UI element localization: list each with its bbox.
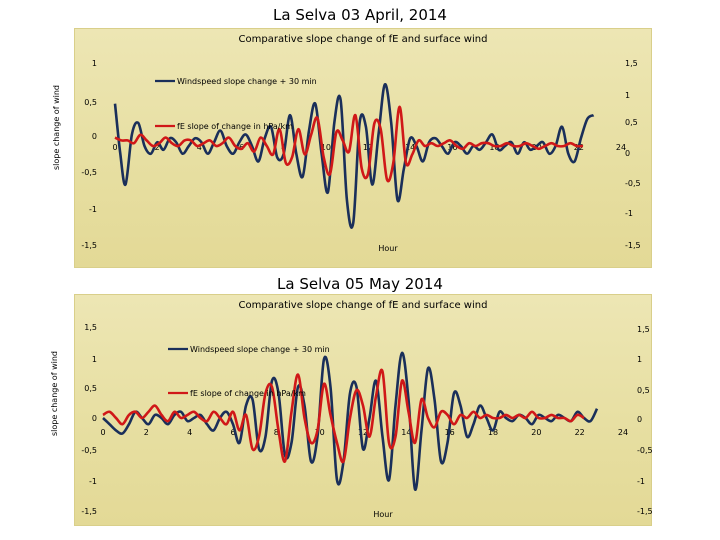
y-tick-label-right: 1 (625, 91, 630, 100)
y-tick-label-left: -1 (89, 205, 97, 214)
y-tick-label-left: 1 (92, 355, 97, 364)
chart-svg-top: 10,50-0,5-1-1,51,510,50-0,5-1-1,50 2 4 6 8 10… (81, 59, 641, 253)
y-tick-label-right: 0,5 (637, 386, 650, 395)
y-tick-label-left: -0,5 (81, 446, 97, 455)
y-tick-label-left: -1,5 (81, 241, 97, 250)
chart-title: Comparative slope change of fE and surfa… (238, 34, 488, 45)
chart-panel-bottom: Comparative slope change of fE and surfa… (74, 294, 653, 526)
chart-svg-bottom: 1,510,50-0,5-1-1,51,510,50-0,5-1-1,50 2 4 6… (81, 323, 653, 519)
x-tick-label: 10 (315, 428, 325, 437)
x-tick-label: 18 (489, 143, 499, 152)
y-tick-label-right: 1 (637, 355, 642, 364)
y-tick-label-left: -1 (89, 477, 97, 486)
slide-title-bottom: La Selva 05 May 2014 (277, 275, 443, 293)
x-tick-label: 14 (401, 428, 411, 437)
x-tick-label: 22 (575, 428, 585, 437)
y-tick-label-left: 1 (92, 59, 97, 68)
x-tick-label: 2 (144, 428, 149, 437)
y-tick-label-left: 0 (92, 132, 97, 141)
y-tick-label-left: -0,5 (81, 168, 97, 177)
y-tick-label-right: 0,5 (625, 118, 638, 127)
y-tick-label-right: 0 (625, 149, 630, 158)
x-axis-title: Hour (378, 244, 398, 253)
fe-series-line (114, 105, 584, 183)
wind-series-line (113, 83, 595, 229)
y-tick-label-right: -0,5 (637, 446, 653, 455)
x-tick-label: 14 (405, 143, 415, 152)
legend-label: Windspeed slope change + 30 min (177, 77, 317, 86)
y-axis-label: slope change of wind (50, 351, 59, 436)
legend-label: Windspeed slope change + 30 min (190, 345, 330, 354)
x-tick-label: 6 (230, 428, 235, 437)
x-tick-label: 10 (321, 143, 331, 152)
chart-title: Comparative slope change of fE and surfa… (238, 300, 488, 311)
x-tick-label: 12 (358, 428, 368, 437)
y-tick-label-left: 1,5 (84, 323, 97, 332)
legend-label: fE slope of change in hPa/km (177, 122, 293, 131)
fe-series-line (102, 368, 585, 464)
x-tick-label: 20 (531, 428, 541, 437)
x-tick-label: 0 (112, 143, 117, 152)
y-tick-label-right: -1 (625, 209, 633, 218)
slide-title-top: La Selva 03 April, 2014 (273, 6, 447, 24)
x-tick-label: 2 (155, 143, 160, 152)
y-tick-label-right: -1 (637, 477, 645, 486)
x-tick-label: 8 (274, 428, 279, 437)
legend-label: fE slope of change in hPa/km (190, 389, 306, 398)
x-tick-label: 4 (197, 143, 202, 152)
x-tick-label: 18 (488, 428, 498, 437)
y-tick-label-right: -1,5 (637, 507, 653, 516)
x-axis-title: Hour (373, 510, 393, 519)
x-tick-label: 0 (100, 428, 105, 437)
y-tick-label-left: -1,5 (81, 507, 97, 516)
y-tick-label-right: 1,5 (637, 325, 650, 334)
y-tick-label-right: 1,5 (625, 59, 638, 68)
y-tick-label-left: 0,5 (84, 384, 97, 393)
x-tick-label: 24 (616, 143, 626, 152)
y-tick-label-right: -1,5 (625, 241, 641, 250)
wind-series-line (102, 351, 599, 491)
y-axis-label: slope change of wind (52, 85, 61, 170)
y-tick-label-left: 0 (92, 414, 97, 423)
y-tick-label-right: -0,5 (625, 179, 641, 188)
y-tick-label-right: 0 (637, 415, 642, 424)
x-tick-label: 24 (618, 428, 628, 437)
chart-panel-top: Comparative slope change of fE and surfa… (74, 28, 652, 268)
x-tick-label: 4 (187, 428, 192, 437)
y-tick-label-left: 0,5 (84, 98, 97, 107)
